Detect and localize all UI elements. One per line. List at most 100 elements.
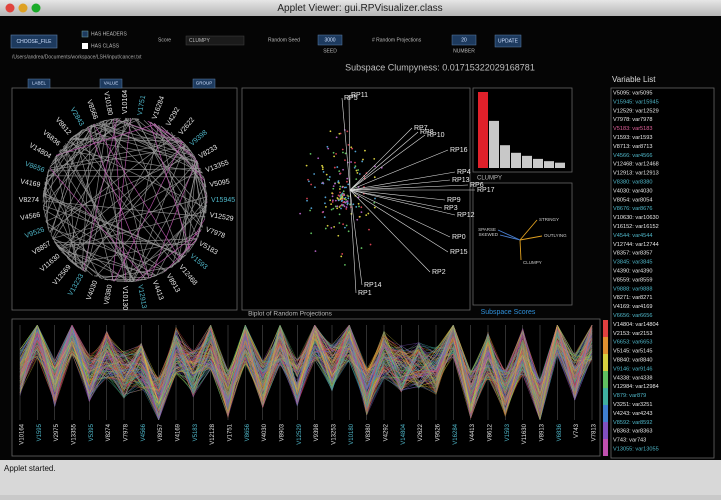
variable-item[interactable]: V15945: var15945 [613, 99, 659, 105]
point [343, 190, 345, 192]
variable-item[interactable]: V9888: var9888 [613, 286, 653, 292]
variable-item[interactable]: V4544: var4544 [613, 233, 653, 239]
point [345, 208, 347, 210]
variable-item[interactable]: V8054: var8054 [613, 197, 653, 203]
variable-item[interactable]: V14804: var14804 [613, 322, 659, 328]
scores-panel [473, 183, 572, 305]
variable-item[interactable]: V3251: var3251 [613, 402, 653, 408]
variable-item[interactable]: V16152: var16152 [613, 224, 659, 230]
variable-item[interactable]: V12984: var12984 [613, 384, 659, 390]
point [348, 144, 350, 146]
variable-item[interactable]: V4390: var4390 [613, 268, 653, 274]
axis-label: V8913 [540, 423, 546, 441]
variable-item[interactable]: V879: var879 [613, 393, 646, 399]
point [338, 182, 340, 184]
variable-list-title: Variable List [612, 75, 656, 84]
variable-item[interactable]: V8840: var8840 [613, 357, 653, 363]
variable-item[interactable]: V8357: var8357 [613, 251, 653, 257]
zoom-button[interactable] [32, 4, 41, 13]
variable-item[interactable]: V4566: var4566 [613, 153, 653, 159]
variable-item[interactable]: V10630: var10630 [613, 215, 659, 221]
point [333, 226, 335, 228]
checkbox[interactable] [82, 43, 88, 49]
point [355, 206, 357, 208]
color-strip [603, 337, 608, 354]
variable-item[interactable]: V8592: var8592 [613, 420, 653, 426]
axis-label: V9526 [436, 423, 442, 441]
color-strip [603, 320, 608, 337]
point [338, 199, 340, 201]
color-strip [603, 388, 608, 405]
point [337, 235, 339, 237]
histogram-bar [511, 153, 521, 168]
point [336, 205, 338, 207]
variable-item[interactable]: V7978: var7978 [613, 117, 653, 123]
point [329, 199, 331, 201]
variable-item[interactable]: V6656: var6656 [613, 313, 653, 319]
variable-item[interactable]: V12913: var12913 [613, 171, 659, 177]
variable-item[interactable]: V12529: var12529 [613, 108, 659, 114]
variable-item[interactable]: V9146: var9146 [613, 366, 653, 372]
point [346, 178, 348, 180]
axis-label: V12128 [210, 423, 216, 444]
variable-item[interactable]: V5183: var5183 [613, 126, 653, 132]
axis-label: V1595 [37, 423, 43, 441]
point [364, 150, 366, 152]
variable-item[interactable]: V4338: var4338 [613, 375, 653, 381]
variable-item[interactable]: V4030: var4030 [613, 188, 653, 194]
axis-label: V16284 [453, 423, 459, 444]
variable-item[interactable]: V13055: var13055 [613, 446, 659, 452]
color-strip [603, 422, 608, 439]
histogram-bar [544, 161, 554, 168]
point [322, 211, 324, 213]
variable-item[interactable]: V1593: var1593 [613, 135, 653, 141]
field-label: NUMBER [453, 48, 475, 54]
variable-item[interactable]: V5145: var5145 [613, 349, 653, 355]
point [310, 184, 312, 186]
point [367, 213, 369, 215]
label: Score [158, 37, 171, 43]
vector-label: RP2 [432, 269, 446, 276]
variable-item[interactable]: V12744: var12744 [613, 242, 659, 248]
variable-item[interactable]: V8713: var8713 [613, 144, 653, 150]
variable-item[interactable]: V12468: var12468 [613, 162, 659, 168]
point [341, 197, 343, 199]
variable-item[interactable]: V8363: var8363 [613, 429, 653, 435]
status-text: Applet started. [4, 464, 56, 473]
close-button[interactable] [6, 4, 15, 13]
point [362, 159, 364, 161]
node-label: V10130 [121, 286, 128, 310]
variable-item[interactable]: V4243: var4243 [613, 411, 653, 417]
point [355, 178, 357, 180]
minimize-button[interactable] [19, 4, 28, 13]
point [340, 208, 342, 210]
point [358, 203, 360, 205]
variable-item[interactable]: V743: var743 [613, 438, 646, 444]
point [361, 211, 363, 213]
checkbox-label: HAS HEADERS [91, 31, 128, 37]
variable-item[interactable]: V6653: var6653 [613, 340, 653, 346]
field-value: 20 [461, 37, 467, 43]
variable-item[interactable]: V4169: var4169 [613, 304, 653, 310]
point [333, 152, 335, 154]
variable-item[interactable]: V8271: var8271 [613, 295, 653, 301]
point [342, 169, 344, 171]
variable-item[interactable]: V5095: var5095 [613, 90, 653, 96]
score-label: STRINGY [539, 217, 559, 222]
point [331, 209, 333, 211]
point [352, 203, 354, 205]
variable-item[interactable]: V3845: var3845 [613, 260, 653, 266]
variable-item[interactable]: V8676: var8676 [613, 206, 653, 212]
scores-title: Subspace Scores [481, 309, 536, 316]
vector-label: RP0 [452, 234, 466, 241]
axis-label: V7813 [592, 423, 598, 441]
checkbox[interactable] [82, 31, 88, 37]
point [330, 203, 332, 205]
point [332, 195, 334, 197]
variable-item[interactable]: V8380: var8380 [613, 179, 653, 185]
variable-item[interactable]: V8559: var8559 [613, 277, 653, 283]
point [338, 195, 340, 197]
variable-item[interactable]: V2153: var2153 [613, 331, 653, 337]
point [337, 180, 339, 182]
